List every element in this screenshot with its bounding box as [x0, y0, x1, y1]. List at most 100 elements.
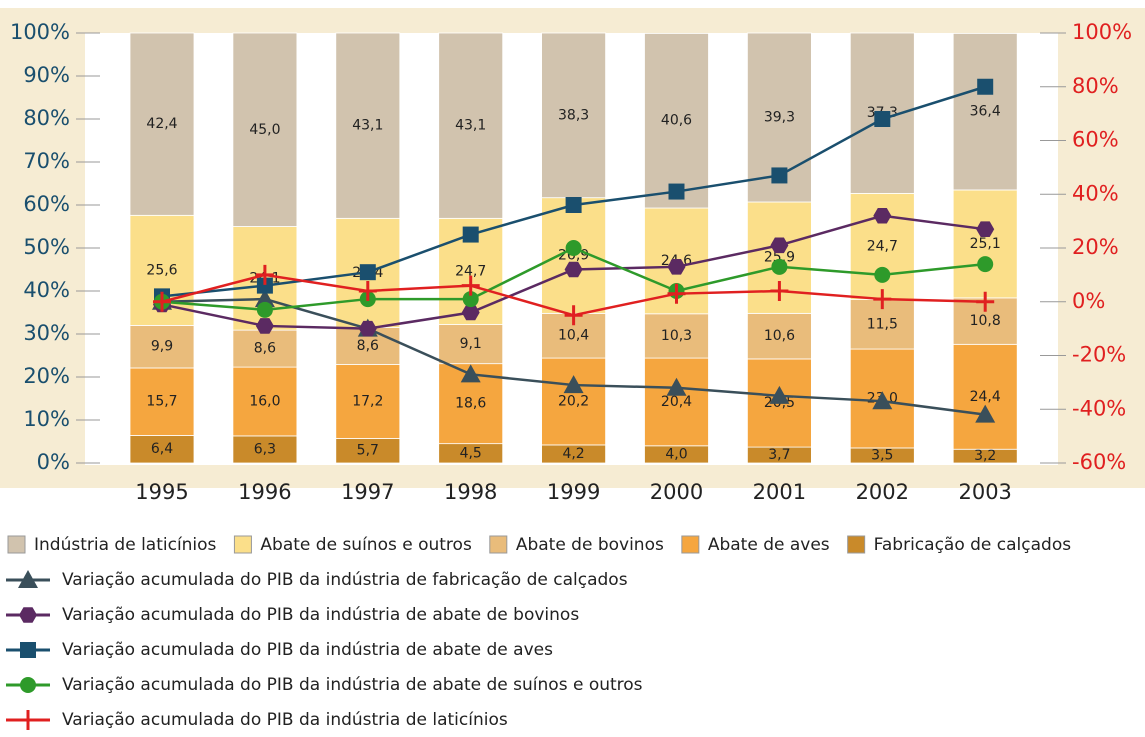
marker [977, 256, 994, 273]
marker [874, 111, 891, 127]
data-label: 43,1 [352, 118, 383, 134]
bar-segment [232, 435, 298, 464]
x-tick-label: 2002 [856, 480, 909, 504]
marker [771, 258, 788, 275]
data-label: 3,5 [871, 447, 893, 463]
y2-tick-label: 80% [1072, 74, 1119, 98]
marker [769, 385, 790, 404]
marker [667, 283, 686, 304]
bar-segment [541, 357, 606, 446]
x-tick-label: 1996 [238, 480, 291, 504]
bar-segment [952, 343, 1018, 450]
data-label: 3,2 [974, 448, 996, 464]
marker [563, 375, 584, 394]
marker [976, 221, 995, 237]
marker [358, 320, 377, 337]
legend-swatch [681, 535, 700, 554]
bar-segment [644, 313, 709, 359]
marker [770, 281, 789, 301]
marker [254, 289, 275, 308]
y-tick-label: 10% [23, 407, 70, 431]
data-label: 10,8 [970, 313, 1001, 329]
data-label: 17,2 [352, 394, 383, 410]
marker [462, 291, 479, 308]
marker [462, 226, 479, 243]
marker [771, 167, 788, 184]
bar-segment [335, 364, 401, 439]
marker [873, 289, 892, 310]
marker [976, 291, 995, 312]
data-label: 9,1 [460, 336, 482, 352]
bar-segment [129, 435, 195, 464]
marker [668, 183, 685, 200]
data-label: 8,6 [357, 338, 379, 354]
legend-label: Abate de aves [708, 535, 830, 555]
y2-tick-label: -40% [1072, 396, 1126, 420]
marker [564, 305, 583, 326]
bar-segment [129, 367, 195, 436]
marker [872, 391, 893, 410]
legend-label: Variação acumulada do PIB da indústria d… [62, 675, 643, 695]
data-label: 42,4 [146, 116, 177, 132]
bar-segment [644, 357, 709, 447]
bar-segment [438, 324, 504, 365]
marker [20, 677, 36, 693]
y-tick-label: 80% [23, 106, 70, 130]
bar-segment [644, 33, 709, 209]
bar-segment [335, 438, 401, 464]
marker [667, 259, 686, 275]
y-tick-label: 60% [23, 192, 70, 216]
legend-swatch [7, 535, 26, 554]
bar-segment [129, 32, 195, 216]
legend-label: Variação acumulada do PIB da indústria d… [62, 640, 553, 660]
y2-tick-label: 20% [1072, 235, 1119, 259]
marker [666, 377, 687, 396]
y2-tick-label: 0% [1072, 289, 1105, 313]
bar-segment [952, 189, 1018, 299]
marker [255, 264, 274, 285]
x-tick-label: 1997 [341, 480, 394, 504]
legend-label: Variação acumulada do PIB da indústria d… [62, 570, 628, 590]
data-label: 39,3 [764, 109, 795, 125]
data-label: 45,0 [249, 122, 280, 138]
legend-label: Fabricação de calçados [874, 535, 1072, 555]
data-label: 6,3 [254, 441, 276, 457]
legend-swatch [233, 535, 252, 554]
bar-segment [952, 33, 1018, 191]
data-label: 9,9 [151, 339, 173, 355]
data-label: 4,5 [460, 445, 482, 461]
marker [358, 281, 377, 301]
y-tick-label: 30% [23, 321, 70, 345]
y-tick-label: 40% [23, 278, 70, 302]
bar-segment [232, 32, 298, 227]
data-label: 10,3 [661, 328, 692, 344]
marker [359, 264, 376, 281]
marker [565, 197, 582, 213]
legend-swatch [489, 535, 508, 554]
marker [256, 277, 273, 294]
x-tick-label: 1998 [444, 480, 497, 504]
marker [975, 404, 996, 423]
data-label: 20,2 [558, 394, 589, 410]
data-label: 43,1 [455, 118, 486, 134]
y2-tick-label: -60% [1072, 450, 1126, 474]
data-label: 38,3 [558, 107, 589, 123]
y2-tick-label: 100% [1072, 20, 1132, 44]
data-label: 16,0 [249, 394, 280, 410]
data-label: 10,6 [764, 328, 795, 344]
marker [256, 301, 273, 318]
marker [153, 291, 171, 312]
data-label: 25,1 [970, 236, 1001, 252]
marker [564, 261, 583, 278]
data-label: 18,6 [455, 396, 486, 412]
data-label: 24,7 [455, 263, 486, 279]
legend-swatch [847, 535, 866, 554]
legend-label: Variação acumulada do PIB da indústria d… [62, 605, 579, 625]
legend-label: Abate de suínos e outros [260, 535, 472, 555]
data-label: 4,2 [562, 446, 584, 462]
data-label: 25,6 [146, 262, 177, 278]
y-tick-label: 0% [37, 450, 70, 474]
marker [874, 266, 891, 283]
data-label: 6,4 [151, 441, 173, 457]
data-label: 25,9 [764, 250, 795, 266]
